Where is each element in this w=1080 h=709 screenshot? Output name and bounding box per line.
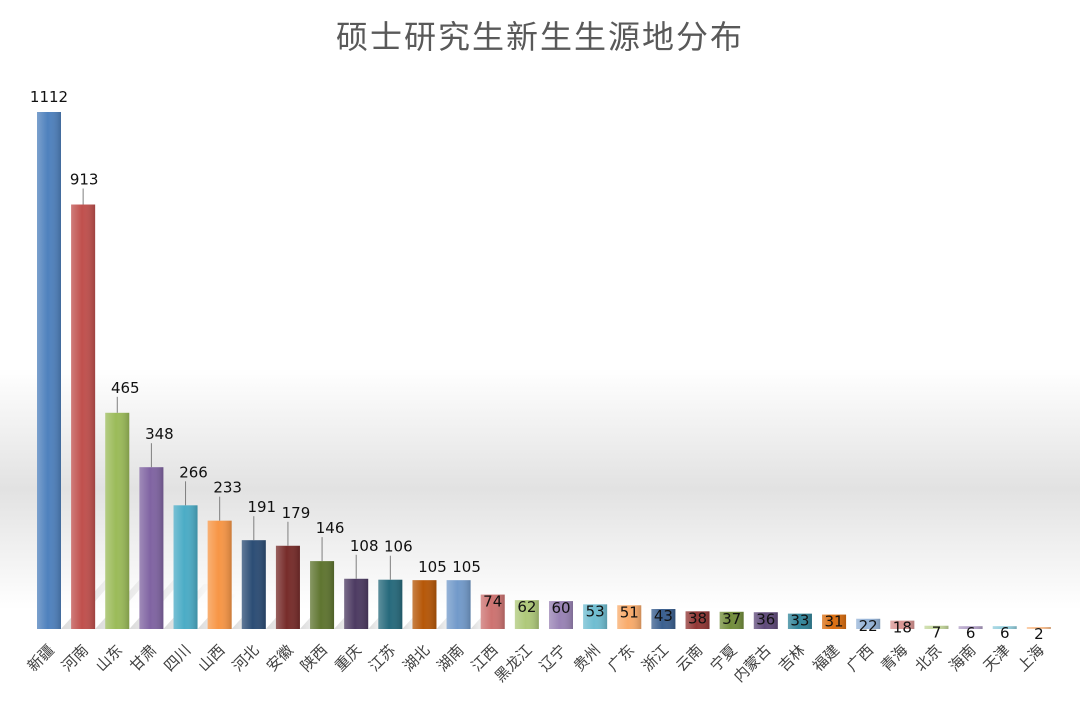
bar-highlight [685, 611, 710, 629]
bar-highlight [719, 611, 744, 629]
category-label: 江苏 [365, 641, 399, 675]
category-label: 浙江 [638, 641, 672, 675]
data-label: 62 [517, 598, 536, 616]
data-label: 106 [384, 538, 413, 556]
bar-highlight [822, 614, 847, 629]
category-label: 青海 [877, 641, 911, 675]
bar-highlight [856, 618, 881, 629]
data-label: 1112 [30, 88, 68, 106]
data-label: 22 [859, 617, 878, 635]
category-label: 北京 [911, 641, 945, 675]
data-label: 191 [247, 498, 276, 516]
data-label: 60 [551, 599, 570, 617]
bar-highlight [412, 580, 437, 629]
category-label: 山西 [195, 641, 229, 675]
data-label: 36 [756, 610, 775, 628]
bar-highlight [275, 545, 300, 629]
category-label: 四川 [160, 641, 194, 675]
bar-highlight [514, 600, 539, 629]
category-label: 广西 [843, 641, 877, 675]
data-label: 31 [825, 613, 844, 631]
bar-highlight [958, 626, 983, 629]
category-label: 云南 [672, 641, 706, 675]
bar-highlight [446, 580, 471, 629]
data-label: 43 [654, 607, 673, 625]
data-label: 6 [966, 624, 976, 642]
data-label: 266 [179, 463, 208, 481]
bar-highlight [583, 604, 608, 629]
data-label: 74 [483, 593, 502, 611]
data-label: 105 [452, 558, 481, 576]
data-label: 38 [688, 609, 707, 627]
data-label: 2 [1034, 625, 1044, 643]
category-label: 湖南 [433, 641, 467, 675]
category-label: 安徽 [263, 641, 297, 675]
category-label: 贵州 [570, 641, 604, 675]
category-label: 新疆 [24, 641, 58, 675]
data-label: 233 [213, 479, 242, 497]
bar-highlight [241, 540, 266, 629]
data-label: 105 [418, 558, 447, 576]
bar-highlight [37, 112, 61, 629]
category-label: 辽宁 [536, 641, 570, 675]
bar-highlight [71, 204, 96, 629]
category-label: 黑龙江 [491, 641, 536, 686]
bar-highlight [378, 579, 403, 629]
bar-highlight [992, 626, 1017, 629]
category-label: 上海 [1014, 641, 1048, 675]
data-label: 51 [620, 603, 639, 621]
data-label: 33 [790, 612, 809, 630]
category-label: 湖北 [399, 641, 433, 675]
data-label: 108 [350, 537, 379, 555]
category-label: 内蒙古 [730, 641, 775, 686]
bar-highlight [344, 578, 369, 629]
bar-highlight [890, 620, 915, 629]
data-label: 7 [932, 624, 942, 642]
category-label: 山东 [92, 641, 126, 675]
bar-highlight [924, 625, 949, 629]
data-label: 37 [722, 610, 741, 628]
bar-highlight [173, 505, 198, 629]
bar-highlight [480, 594, 505, 629]
data-label: 18 [893, 619, 912, 637]
bar-highlight [310, 561, 335, 629]
data-label: 6 [1000, 624, 1010, 642]
bar-highlight [617, 605, 642, 629]
bar-highlight [207, 520, 232, 629]
category-label: 河南 [58, 641, 92, 675]
bar-highlight [787, 613, 812, 629]
chart-title: 硕士研究生新生生源地分布 [335, 18, 744, 56]
bar-highlight [753, 612, 778, 629]
category-label: 重庆 [331, 641, 365, 675]
category-label: 甘肃 [126, 641, 160, 675]
category-label: 河北 [229, 641, 263, 675]
data-label: 146 [316, 519, 345, 537]
data-label: 53 [586, 602, 605, 620]
data-label: 348 [145, 425, 174, 443]
category-label: 广东 [604, 641, 638, 675]
category-label: 天津 [980, 641, 1014, 675]
category-label: 吉林 [775, 641, 809, 675]
bar-highlight [105, 412, 130, 629]
data-label: 465 [111, 379, 140, 397]
category-label: 海南 [945, 641, 979, 675]
bar-highlight [549, 601, 573, 629]
bar-highlight [139, 467, 164, 629]
bar-highlight [651, 609, 676, 629]
bar-highlight [1026, 627, 1051, 629]
category-label: 福建 [809, 641, 843, 675]
category-label: 陕西 [297, 641, 331, 675]
data-label: 913 [70, 171, 99, 189]
data-label: 179 [282, 504, 311, 522]
